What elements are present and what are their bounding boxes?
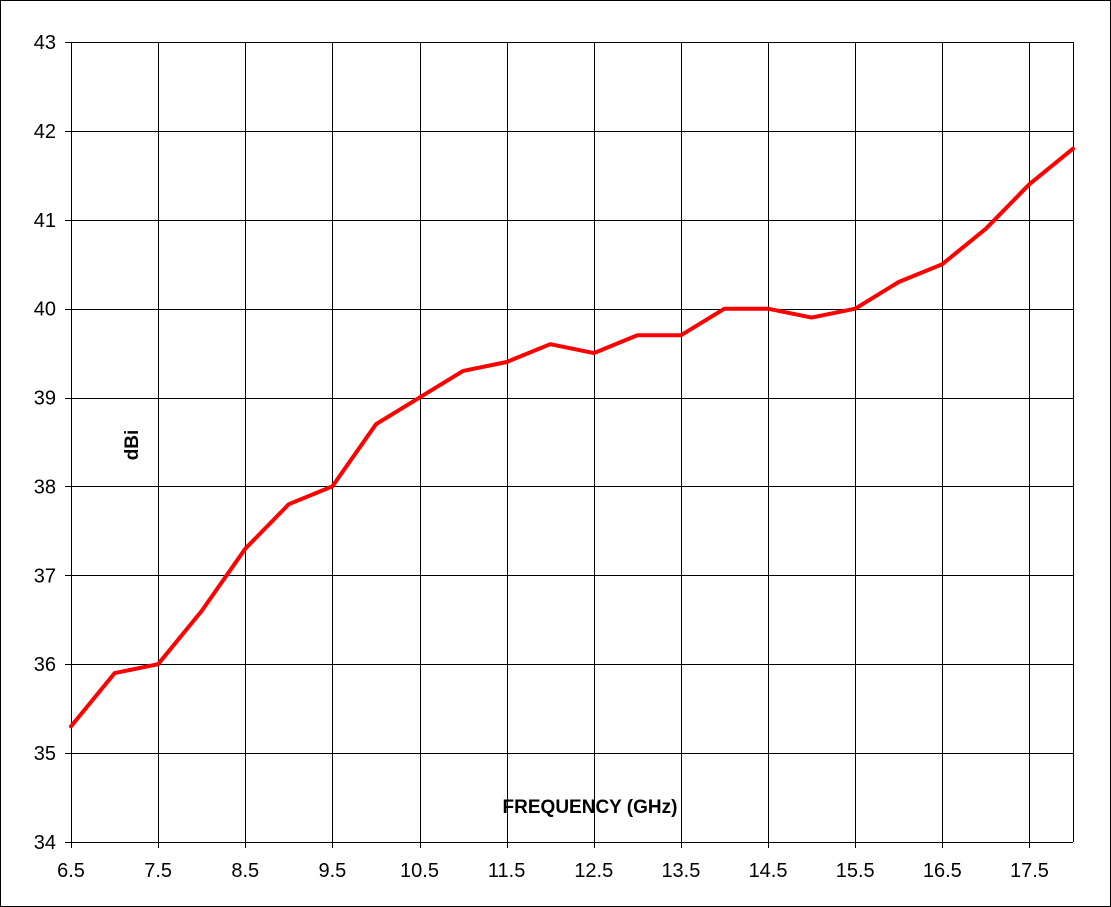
x-tick-label: 8.5	[231, 860, 259, 882]
series-layer	[69, 146, 1075, 729]
y-tick-label: 34	[34, 832, 56, 854]
y-tick-label: 35	[34, 743, 56, 765]
x-tick-label: 12.5	[574, 860, 613, 882]
x-tick-label: 6.5	[57, 860, 85, 882]
y-tick-label: 39	[34, 388, 56, 410]
x-tick-label: 11.5	[488, 860, 525, 882]
x-axis-title: FREQUENCY (GHz)	[503, 797, 678, 818]
x-tick-label: 16.5	[923, 860, 962, 882]
y-tick-label: 37	[34, 565, 56, 587]
y-tick-label: 36	[34, 654, 56, 676]
y-tick-label: 40	[34, 299, 56, 321]
y-axis-title: dBi	[122, 430, 143, 461]
x-tick-label: 14.5	[749, 860, 788, 882]
x-tick-label: 13.5	[661, 860, 700, 882]
tick-labels: 34 35 36 37 38 39 40 41 42 43 6.5 7.5 8.5 9.5 10.5 11.5…	[34, 32, 1049, 882]
grid	[65, 42, 1074, 848]
y-tick-label: 42	[34, 121, 56, 143]
y-tick-label: 38	[34, 476, 56, 498]
x-tick-label: 17.5	[1010, 860, 1049, 882]
y-tick-label: 41	[34, 210, 56, 232]
x-tick-label: 9.5	[318, 860, 346, 882]
x-tick-label: 10.5	[400, 860, 439, 882]
x-tick-label: 7.5	[144, 860, 172, 882]
x-tick-label: 15.5	[836, 860, 875, 882]
series-line	[69, 146, 1075, 729]
y-tick-label: 43	[34, 32, 56, 54]
